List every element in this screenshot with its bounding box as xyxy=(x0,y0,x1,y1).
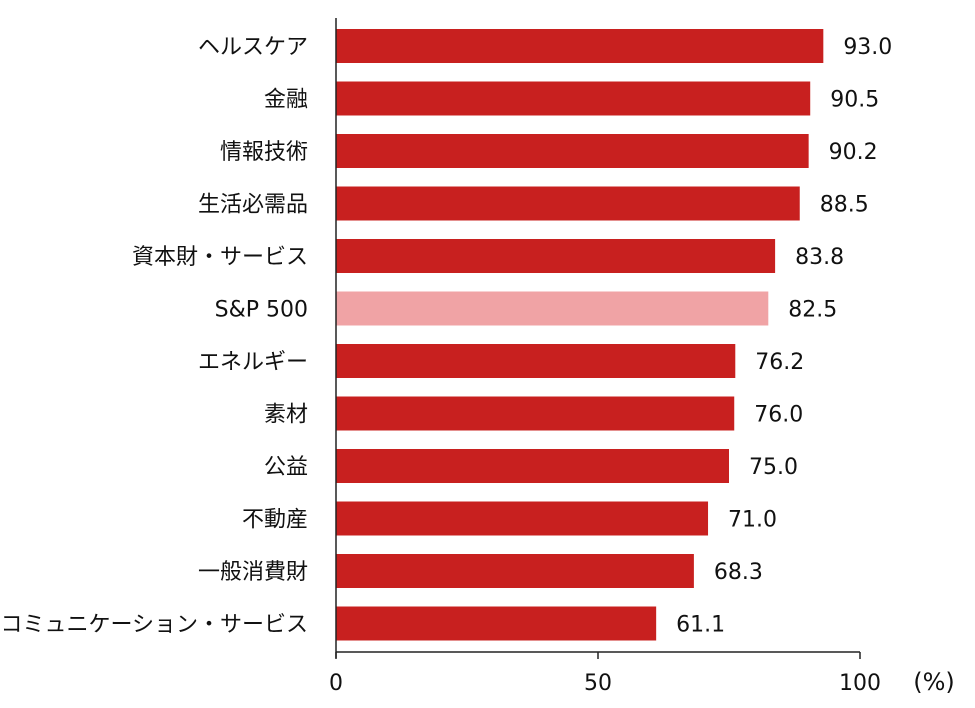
bar-1 xyxy=(336,81,811,116)
bar-4 xyxy=(336,239,776,273)
x-ticks-group: 0 50 100 xyxy=(329,652,881,696)
category-label-2: 情報技術 xyxy=(220,140,308,165)
category-label-4: 資本財・サービス xyxy=(132,245,308,270)
bar-11 xyxy=(336,606,657,641)
bar-6 xyxy=(336,344,736,378)
category-label-5: S&P 500 xyxy=(215,298,308,323)
value-label-6: 76.2 xyxy=(755,350,804,375)
bar-5 xyxy=(336,291,769,326)
value-label-9: 71.0 xyxy=(728,508,777,533)
x-tick-label-1: 50 xyxy=(584,671,612,696)
category-label-3: 生活必需品 xyxy=(198,193,308,218)
bar-2 xyxy=(336,134,809,168)
bars-group xyxy=(336,29,824,641)
category-label-7: 素材 xyxy=(264,403,308,428)
value-label-7: 76.0 xyxy=(754,403,803,428)
category-label-11: コミュニケーション・サービス xyxy=(0,613,308,638)
x-tick-label-2: 100 xyxy=(839,671,881,696)
value-label-2: 90.2 xyxy=(829,140,878,165)
x-tick-label-0: 0 xyxy=(329,671,343,696)
value-label-5: 82.5 xyxy=(788,298,837,323)
category-label-6: エネルギー xyxy=(198,350,308,375)
value-labels-group: 93.0 90.5 90.2 88.5 83.8 82.5 76.2 76.0 75.0 71.0… xyxy=(676,35,892,638)
value-label-4: 83.8 xyxy=(795,245,844,270)
bar-9 xyxy=(336,501,709,536)
value-label-10: 68.3 xyxy=(714,560,763,585)
category-label-10: 一般消費財 xyxy=(198,560,308,585)
category-label-9: 不動産 xyxy=(242,508,308,533)
bar-7 xyxy=(336,396,735,431)
category-label-0: ヘルスケア xyxy=(198,35,308,60)
category-label-1: 金融 xyxy=(264,88,308,113)
value-label-11: 61.1 xyxy=(676,613,725,638)
bar-3 xyxy=(336,186,800,221)
value-label-8: 75.0 xyxy=(749,455,798,480)
bar-8 xyxy=(336,449,729,483)
bar-0 xyxy=(336,29,824,63)
category-label-8: 公益 xyxy=(264,455,308,480)
value-label-0: 93.0 xyxy=(843,35,892,60)
bar-10 xyxy=(336,554,694,588)
value-label-1: 90.5 xyxy=(830,88,879,113)
x-axis-unit-label: (%) xyxy=(913,668,955,696)
value-label-3: 88.5 xyxy=(820,193,869,218)
